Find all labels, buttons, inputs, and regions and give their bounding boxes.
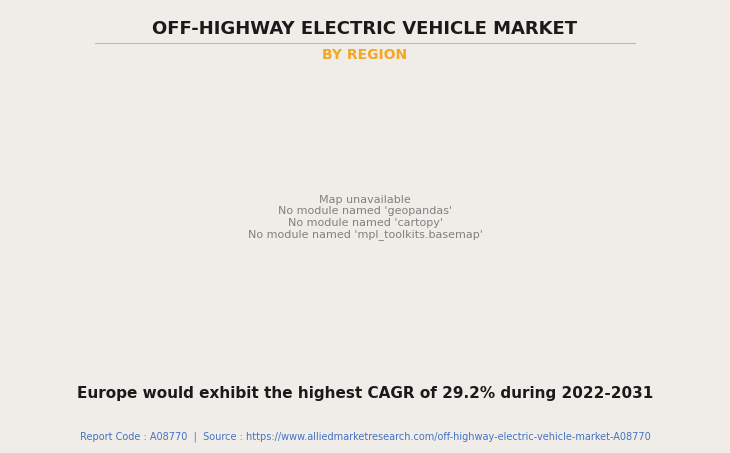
Text: Europe would exhibit the highest CAGR of 29.2% during 2022-2031: Europe would exhibit the highest CAGR of… bbox=[77, 386, 653, 401]
Text: Report Code : A08770  |  Source : https://www.alliedmarketresearch.com/off-highw: Report Code : A08770 | Source : https://… bbox=[80, 431, 650, 442]
Text: OFF-HIGHWAY ELECTRIC VEHICLE MARKET: OFF-HIGHWAY ELECTRIC VEHICLE MARKET bbox=[153, 20, 577, 39]
Text: Map unavailable
No module named 'geopandas'
No module named 'cartopy'
No module : Map unavailable No module named 'geopand… bbox=[247, 195, 483, 240]
Text: BY REGION: BY REGION bbox=[323, 48, 407, 62]
